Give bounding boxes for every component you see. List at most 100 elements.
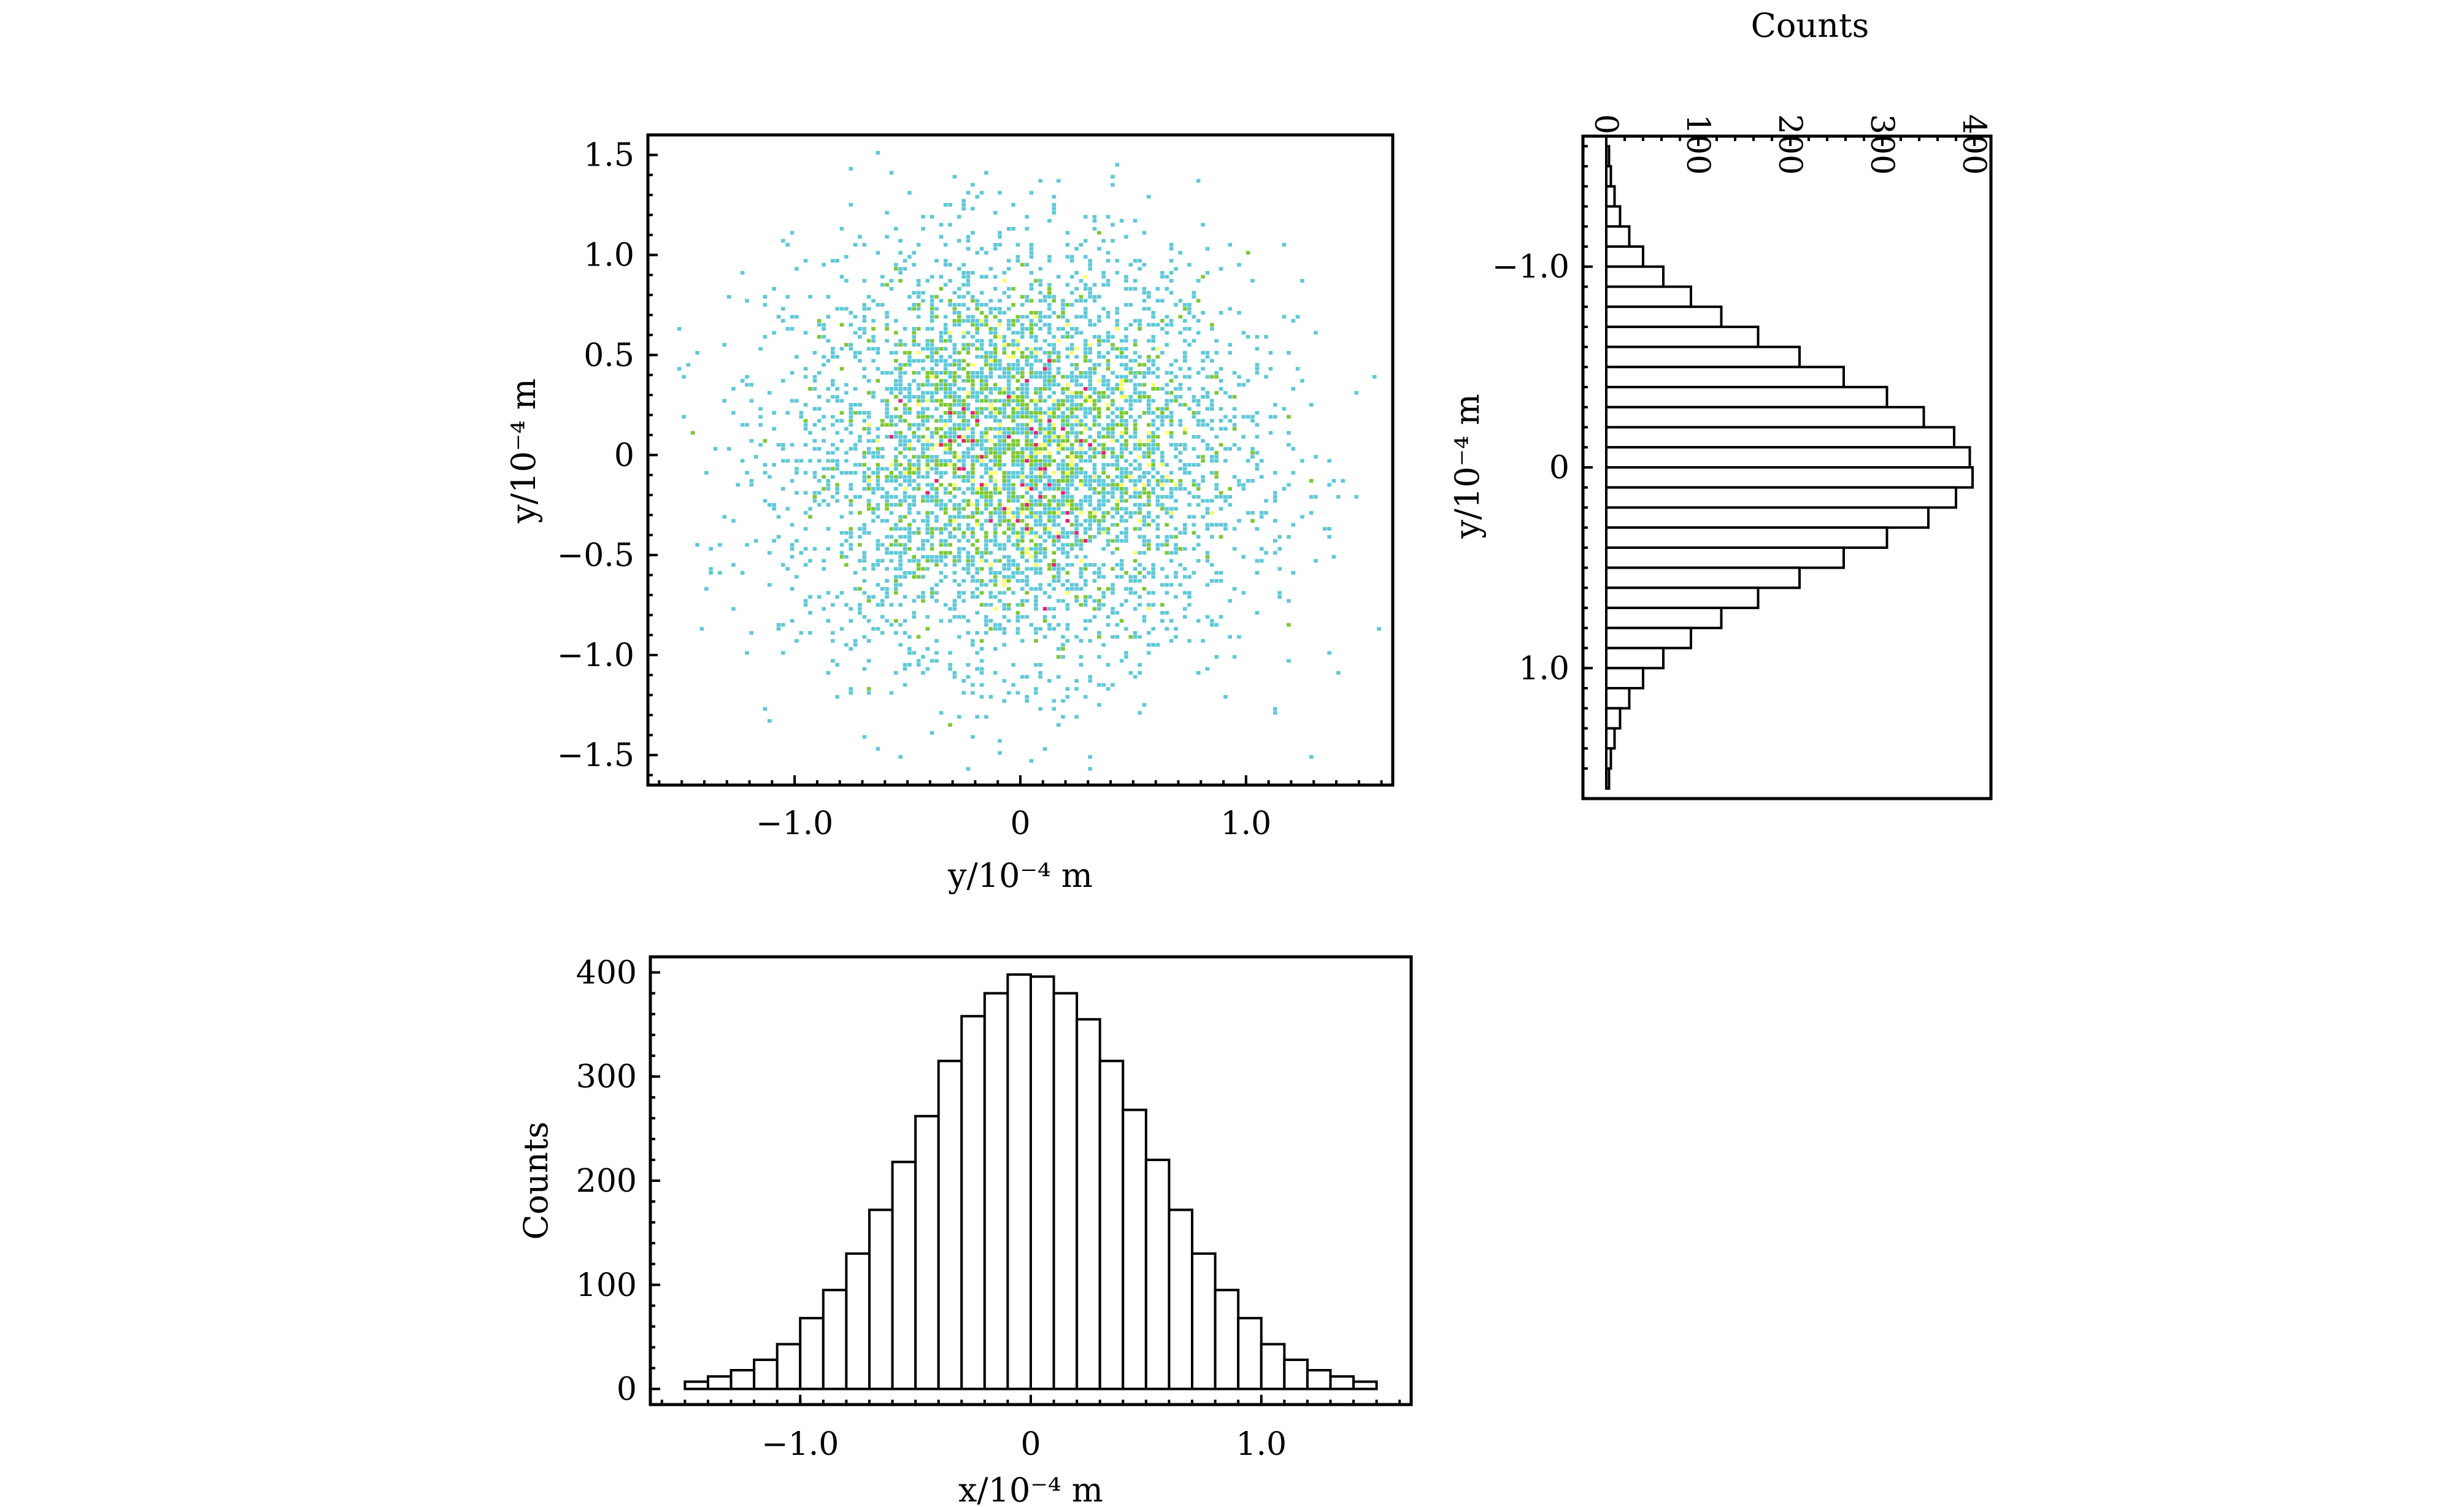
scatter-cell [862,327,867,331]
scatter-cell [1052,202,1057,207]
scatter-cell [998,419,1002,423]
scatter-cell [1214,375,1219,379]
scatter-cell [934,651,939,655]
scatter-cell [1006,511,1011,515]
scatter-cell [966,351,971,355]
scatter-cell [1277,591,1282,595]
scatter-cell [1097,423,1101,427]
scatter-cell [966,559,971,563]
scatter-cell [988,339,993,343]
scatter-cell [1020,603,1025,607]
scatter-cell [1069,378,1074,383]
scatter-cell [1196,178,1201,183]
scatter-cell [907,255,912,259]
scatter-cell [1011,431,1015,435]
scatter-cell [971,470,975,475]
scatter-cell [776,315,781,319]
scatter-cell [966,319,971,323]
scatter-cell [781,651,785,655]
scatter-cell [849,323,853,327]
scatter-cell [853,447,858,451]
scatter-cell [1065,439,1070,443]
scatter-cell [862,411,867,415]
scatter-cell [948,263,952,267]
scatter-cell [1133,259,1138,263]
scatter-cell [866,687,871,691]
scatter-cell [853,587,858,591]
scatter-cell [1201,419,1205,423]
scatter-cell [1042,511,1047,515]
scatter-cell [1101,563,1106,567]
scatter-cell [1015,535,1020,539]
scatter-cell [1052,535,1057,539]
scatter-cell [889,419,894,423]
scatter-cell [1115,575,1120,579]
scatter-cell [1088,395,1092,399]
scatter-cell [961,331,966,335]
scatter-cell [1011,362,1015,367]
scatter-cell [803,375,808,379]
scatter-cell [1160,503,1165,507]
scatter-cell [934,443,939,447]
scatter-cell [1155,323,1160,327]
scatter-cell [1006,227,1011,231]
scatter-cell [939,399,944,403]
scatter-cell [1174,571,1178,575]
scatter-cell [898,391,903,395]
scatter-cell [1079,419,1084,423]
scatter-cell [1029,370,1034,375]
scatter-cell [925,339,930,343]
scatter-cell [916,595,921,599]
scatter-cell [984,559,988,563]
scatter-cell [1079,467,1084,471]
scatter-cell [1038,399,1042,403]
scatter-cell [835,595,839,599]
scatter-cell [808,611,812,615]
scatter-cell [1174,627,1178,631]
scatter-cell [1025,443,1029,447]
scatter-cell [1128,575,1133,579]
scatter-cell [1002,367,1007,371]
scatter-cell [1151,603,1155,607]
scatter-cell [1020,335,1025,339]
scatter-cell [971,231,975,235]
scatter-cell [925,370,930,375]
scatter-cell [961,567,966,571]
scatter-cell [1034,483,1038,487]
scatter-cell [1056,467,1061,471]
scatter-cell [903,387,907,391]
scatter-cell [1006,539,1011,543]
scatter-cell [826,294,831,299]
scatter-cell [925,375,930,379]
scatter-cell [1029,367,1034,371]
scatter-cell [943,370,948,375]
bottom-histogram-bar [1329,1375,1355,1390]
scatter-cell [1111,635,1115,639]
scatter-cell [1210,459,1214,463]
scatter-cell [1034,399,1038,403]
scatter-cell [1047,519,1052,523]
scatter-cell [1034,431,1038,435]
scatter-cell [1309,495,1314,499]
scatter-cell [772,331,776,335]
scatter-cell [871,470,876,475]
scatter-cell [844,495,849,499]
scatter-cell [1205,559,1210,563]
right-histogram-bar [1605,345,1801,369]
scatter-y-tick-label: −1.0 [557,637,634,674]
scatter-cell [1034,315,1038,319]
scatter-cell [1147,431,1151,435]
scatter-cell [871,627,876,631]
scatter-cell [979,475,984,479]
scatter-cell [1101,239,1106,243]
scatter-cell [1052,607,1057,611]
scatter-cell [961,535,966,539]
scatter-cell [812,407,817,411]
scatter-cell [921,655,925,659]
scatter-cell [704,470,709,475]
scatter-cell [1034,347,1038,351]
scatter-cell [853,243,858,247]
scatter-cell [1182,319,1187,323]
scatter-cell [925,347,930,351]
scatter-cell [1069,403,1074,407]
